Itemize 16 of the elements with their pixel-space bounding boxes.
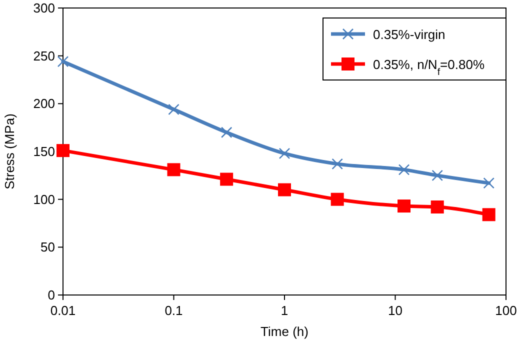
x-tick-label: 10: [388, 303, 402, 318]
x-axis-title: Time (h): [260, 324, 308, 339]
y-tick-label: 150: [33, 144, 55, 159]
y-axis-title: Stress (MPa): [2, 114, 17, 190]
x-tick-label: 100: [495, 303, 517, 318]
y-tick-label: 200: [33, 96, 55, 112]
legend-label: 0.35%, n/N$_{f}$=0.80%: [373, 57, 485, 78]
y-tick-label: 0: [48, 288, 55, 302]
y-tick-label: 50: [40, 240, 55, 255]
y-tick-label: 100: [33, 192, 55, 207]
x-tick-label: 0.01: [50, 303, 76, 318]
legend-label: 0.35%-virgin: [373, 27, 446, 42]
y-tick-label: 300: [33, 0, 55, 16]
x-tick-label: 1: [280, 303, 288, 318]
y-tick-label: 250: [33, 48, 55, 64]
x-tick-label: 0.1: [164, 303, 183, 318]
